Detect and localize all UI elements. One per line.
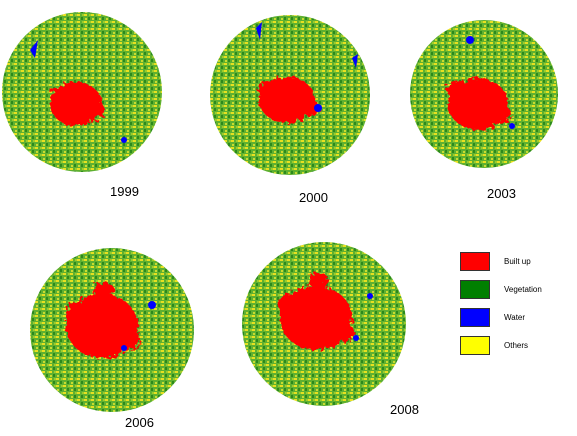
legend-label-vegetation: Vegetation <box>504 285 542 294</box>
map-2006 <box>30 248 194 412</box>
map-2008 <box>242 242 406 406</box>
legend-swatch-vegetation <box>460 280 490 299</box>
legend-swatch-built-up <box>460 252 490 271</box>
map-1999 <box>2 12 162 172</box>
map-2003 <box>410 20 558 168</box>
year-label-2003: 2003 <box>487 186 516 201</box>
year-label-2008: 2008 <box>390 402 419 417</box>
year-label-2000: 2000 <box>299 190 328 205</box>
map-2000 <box>210 15 370 175</box>
legend-item-built-up: Built up <box>460 252 542 271</box>
legend-swatch-others <box>460 336 490 355</box>
year-label-2006: 2006 <box>125 415 154 430</box>
legend-label-water: Water <box>504 313 526 322</box>
legend-swatch-water <box>460 308 490 327</box>
legend-item-others: Others <box>460 336 542 355</box>
legend-label-built-up: Built up <box>504 257 531 266</box>
legend: Built up Vegetation Water Others <box>460 252 542 364</box>
year-label-1999: 1999 <box>110 184 139 199</box>
legend-item-water: Water <box>460 308 542 327</box>
legend-label-others: Others <box>504 341 529 350</box>
legend-item-vegetation: Vegetation <box>460 280 542 299</box>
